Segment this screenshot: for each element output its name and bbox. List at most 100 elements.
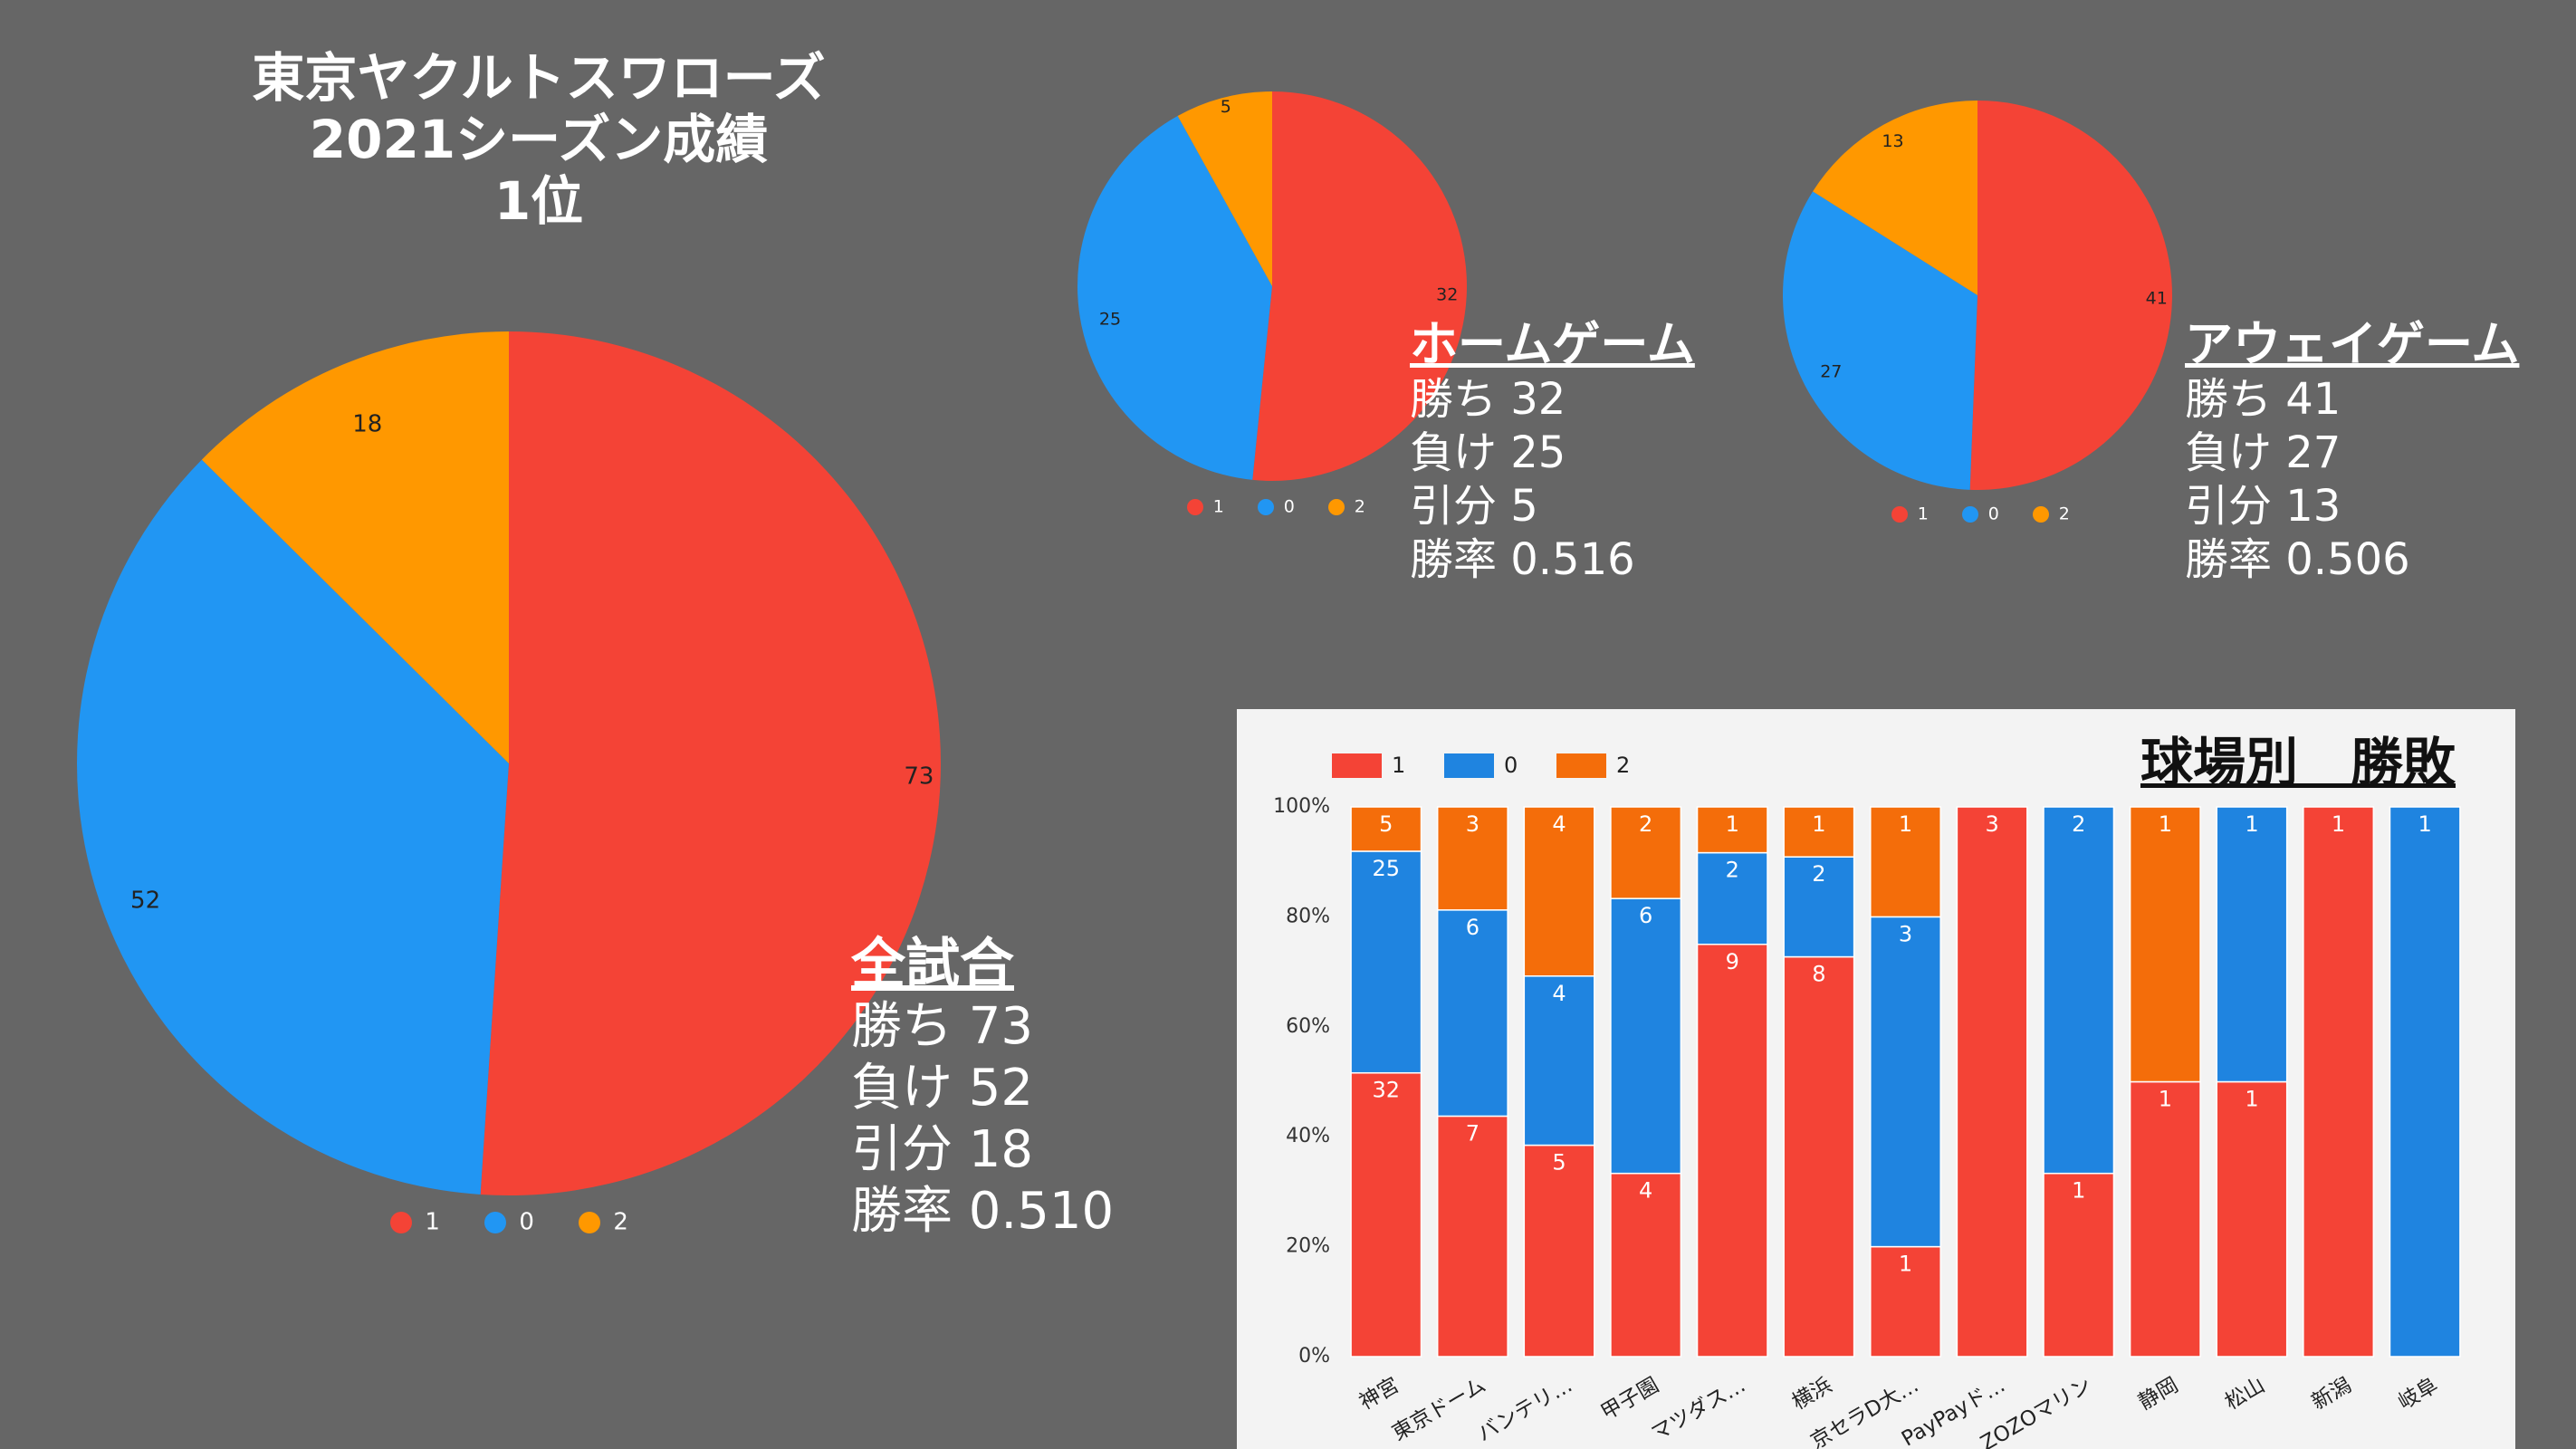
- bar-data-label: 1: [1812, 811, 1825, 837]
- bar-segment-1: [2043, 1172, 2115, 1358]
- pie-home-slice-2: [1177, 91, 1272, 286]
- bar-segment-1: [2129, 1080, 2201, 1358]
- bar-data-label: 1: [2159, 1087, 2172, 1112]
- pie-all-slice-label: 73: [904, 763, 934, 790]
- bar-segment-1: [2303, 806, 2375, 1358]
- bar-data-label: 32: [1373, 1078, 1401, 1103]
- stats-away: アウェイゲーム 勝ち 41 負け 27 引分 13 勝率 0.506: [2185, 317, 2519, 587]
- pie-away-legend-label: 1: [1918, 504, 1929, 524]
- pie-away-legend-swatch-0: [1962, 506, 1978, 523]
- venue-bar-chart: 0%20%40%60%80%100%1 0 232255神宮763東京ドーム544バ…: [1273, 753, 2461, 1449]
- bar-segment-2: [1610, 806, 1682, 899]
- y-tick-label: 60%: [1286, 1015, 1330, 1038]
- pie-all-legend-swatch-1: [390, 1212, 412, 1233]
- bar-segment-2: [1350, 806, 1422, 852]
- title-team: 東京ヤクルトスワローズ: [252, 47, 826, 109]
- title-season: 2021シーズン成績: [309, 109, 769, 170]
- pie-away-slice-1: [1969, 101, 2172, 490]
- pie-away-legend-swatch-1: [1891, 506, 1908, 523]
- pie-away-slice-2: [1813, 101, 1977, 295]
- x-category-label: バンテリ…: [1473, 1374, 1576, 1447]
- bar-data-label: 5: [1552, 1150, 1566, 1176]
- pie-home-slice-0: [1077, 116, 1272, 480]
- bar-segment-1: [1870, 1245, 1941, 1358]
- bar-segment-2: [1696, 806, 1768, 854]
- bar-legend-swatch-2: [1556, 753, 1606, 778]
- pie-all-legend-label: 0: [519, 1209, 534, 1236]
- bar-data-label: 3: [1985, 811, 1998, 837]
- bar-data-label: 7: [1466, 1120, 1480, 1146]
- bar-data-label: 25: [1373, 856, 1401, 881]
- pie-away-slice-0: [1782, 191, 1977, 490]
- pie-all-slice-label: 18: [352, 410, 382, 437]
- bar-chart-title: 球場別 勝敗: [2140, 732, 2456, 793]
- bar-segment-1: [1350, 1071, 1422, 1358]
- page-title: 東京ヤクルトスワローズ 2021シーズン成績 1位: [190, 47, 887, 232]
- pie-all-slice-0: [77, 459, 510, 1195]
- bar-data-label: 1: [2418, 811, 2432, 837]
- bar-segment-1: [1696, 944, 1768, 1358]
- bar-legend-label: 1: [1392, 753, 1405, 778]
- y-tick-label: 0%: [1298, 1345, 1330, 1367]
- stats-away-rate: 勝率 0.506: [2185, 534, 2410, 585]
- bar-data-label: 2: [1726, 858, 1739, 883]
- pie-away-slice-label: 27: [1820, 362, 1842, 382]
- y-tick-label: 20%: [1286, 1235, 1330, 1258]
- bar-data-label: 1: [2332, 811, 2345, 837]
- pie-away-legend-label: 2: [2059, 504, 2070, 524]
- bar-segment-0: [1696, 851, 1768, 945]
- x-category-label: マツダス…: [1648, 1374, 1750, 1446]
- bar-segment-1: [2216, 1080, 2288, 1358]
- bar-data-label: 2: [1812, 861, 1825, 887]
- bar-segment-0: [1783, 856, 1855, 958]
- bar-data-label: 1: [2072, 1178, 2085, 1204]
- bar-segment-2: [1523, 806, 1595, 977]
- bar-segment-1: [1523, 1144, 1595, 1358]
- stats-home-heading: ホームゲーム: [1410, 317, 1695, 372]
- pie-all-legend-label: 1: [425, 1209, 440, 1236]
- stats-home-draw: 引分 5: [1410, 481, 1538, 532]
- bar-segment-2: [1783, 806, 1855, 858]
- bar-segment-1: [1956, 806, 2028, 1358]
- pie-away-slice-label: 41: [2146, 288, 2168, 308]
- pie-home-legend-swatch-0: [1258, 499, 1274, 515]
- stats-away-win: 勝ち 41: [2185, 374, 2341, 425]
- bar-data-label: 8: [1812, 962, 1825, 987]
- x-category-label: 岐阜: [2394, 1374, 2442, 1415]
- bar-data-label: 4: [1552, 811, 1566, 837]
- stats-all-loss: 負け 52: [851, 1059, 1034, 1118]
- bar-segment-0: [1350, 850, 1422, 1074]
- pie-all-slice-2: [201, 331, 509, 763]
- bar-data-label: 1: [1899, 811, 1912, 837]
- bar-data-label: 2: [2072, 811, 2085, 837]
- pie-away-legend-swatch-2: [2033, 506, 2049, 523]
- bar-segment-0: [1523, 975, 1595, 1147]
- stats-all-draw: 引分 18: [851, 1120, 1034, 1179]
- bar-segment-0: [2389, 806, 2461, 1358]
- pie-all-legend-swatch-2: [579, 1212, 600, 1233]
- bar-data-label: 4: [1552, 981, 1566, 1006]
- bar-segment-0: [1870, 916, 1941, 1248]
- pie-home-slice-label: 5: [1221, 97, 1231, 117]
- bar-segment-1: [1783, 955, 1855, 1358]
- x-category-label: 横浜: [1788, 1374, 1836, 1415]
- bar-data-label: 3: [1466, 811, 1480, 837]
- bar-data-label: 5: [1379, 811, 1393, 837]
- stats-home-rate: 勝率 0.516: [1410, 534, 1635, 585]
- stats-all-win: 勝ち 73: [851, 997, 1034, 1056]
- pie-home-slice-label: 32: [1436, 284, 1458, 304]
- stats-all: 全試合 勝ち 73 負け 52 引分 18 勝率 0.510: [851, 933, 1114, 1243]
- bar-data-label: 6: [1466, 915, 1480, 940]
- stats-home-loss: 負け 25: [1410, 427, 1566, 478]
- x-category-label: 松山: [2221, 1374, 2269, 1415]
- pie-all-slice-label: 52: [130, 888, 160, 915]
- stats-home: ホームゲーム 勝ち 32 負け 25 引分 5 勝率 0.516: [1410, 317, 1695, 587]
- bar-segment-1: [1436, 1115, 1508, 1358]
- pie-home-legend-swatch-2: [1328, 499, 1345, 515]
- stats-away-loss: 負け 27: [2185, 427, 2341, 478]
- stats-home-win: 勝ち 32: [1410, 374, 1566, 425]
- bar-data-label: 6: [1639, 903, 1652, 928]
- bar-segment-2: [1436, 806, 1508, 911]
- x-category-label: 甲子園: [1597, 1374, 1663, 1425]
- stats-away-draw: 引分 13: [2185, 481, 2341, 532]
